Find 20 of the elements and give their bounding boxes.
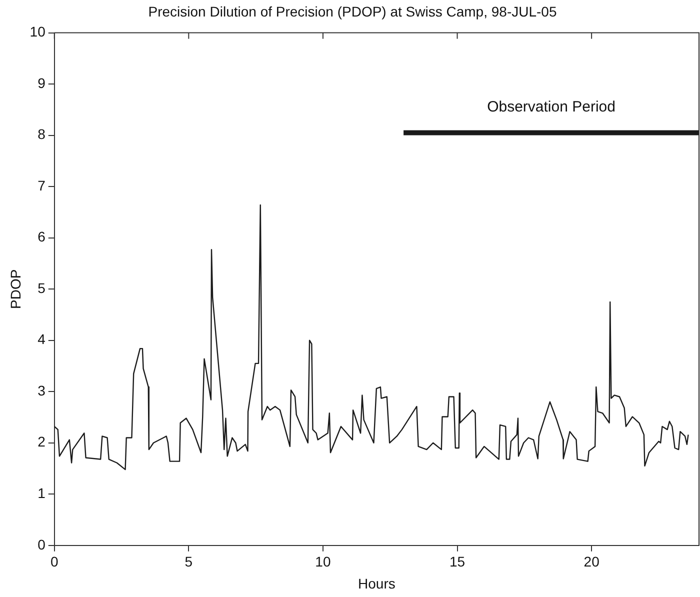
x-tick-label: 5 — [184, 554, 193, 570]
y-tick-label: 7 — [38, 177, 46, 194]
y-tick-label: 3 — [38, 382, 46, 398]
y-tick-label: 6 — [38, 228, 46, 245]
y-tick-label: 2 — [38, 434, 46, 450]
chart-title: Precision Dilution of Precision (PDOP) at Swiss Camp, 98-JUL-05 — [148, 3, 557, 20]
y-tick-label: 0 — [38, 536, 46, 552]
y-tick-label: 5 — [38, 280, 46, 296]
y-tick-label: 8 — [38, 126, 46, 142]
series-label: Observation Period — [487, 98, 616, 116]
y-tick-label: 10 — [30, 24, 46, 40]
x-tick-label: 0 — [50, 554, 58, 570]
y-tick-label: 9 — [38, 74, 46, 91]
y-axis-title: PDOP — [7, 269, 24, 309]
x-tick-label: 15 — [449, 554, 466, 570]
y-tick-label: 4 — [38, 331, 46, 348]
y-tick-label: 1 — [38, 485, 46, 501]
x-tick-label: 10 — [315, 554, 331, 570]
x-axis-title: Hours — [358, 575, 396, 592]
x-tick-label: 20 — [584, 554, 600, 570]
